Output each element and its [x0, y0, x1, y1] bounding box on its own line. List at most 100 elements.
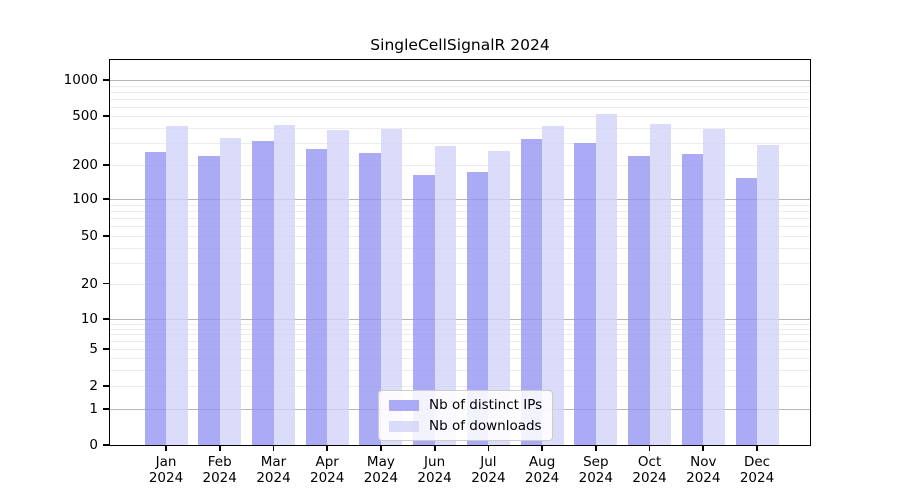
xtick-mark-mar: [272, 445, 275, 451]
gridline-30: [110, 262, 810, 264]
gridline-50: [110, 236, 810, 237]
ytick-mark-2: [103, 385, 110, 387]
gridline-900: [110, 85, 810, 87]
gridline-40: [110, 247, 810, 249]
ytick-label-2: 2: [89, 378, 98, 394]
grid-layer: [110, 60, 810, 445]
legend-swatch-downloads: [389, 420, 419, 432]
xtick-label-may: May 2024: [363, 454, 399, 486]
xtick-mark-nov: [702, 445, 705, 451]
bar-jun-downloads: [434, 146, 457, 445]
bar-jan-distinct-ips: [144, 152, 166, 445]
gridline-3: [110, 369, 810, 371]
gridline-90: [110, 204, 810, 206]
xtick-label-nov: Nov 2024: [686, 454, 721, 486]
xtick-mark-jul: [487, 445, 490, 451]
xtick-label-jan: Jan 2024: [148, 454, 184, 486]
xtick-mark-feb: [218, 445, 221, 451]
ytick-mark-0: [103, 444, 110, 446]
gridline-2: [110, 386, 810, 387]
gridline-500: [110, 116, 810, 117]
bar-jul-distinct-ips: [466, 171, 489, 445]
ytick-label-5: 5: [89, 341, 98, 357]
gridline-6: [110, 341, 810, 343]
xtick-label-aug: Aug 2024: [524, 454, 560, 486]
gridline-8: [110, 328, 810, 330]
ytick-mark-1000: [103, 79, 110, 81]
xtick-label-sep: Sep 2024: [578, 454, 613, 486]
bar-jan-downloads: [166, 126, 188, 445]
bar-apr-downloads: [327, 130, 349, 445]
gridline-60: [110, 226, 810, 228]
bar-aug-downloads: [542, 126, 564, 445]
bar-feb-distinct-ips: [198, 156, 220, 445]
xtick-label-feb: Feb 2024: [202, 454, 237, 486]
bar-mar-distinct-ips: [252, 140, 274, 445]
xtick-label-mar: Mar 2024: [256, 454, 291, 486]
bar-may-downloads: [380, 128, 403, 445]
xtick-mark-jan: [165, 445, 167, 451]
bar-feb-downloads: [219, 138, 242, 445]
gridline-400: [110, 127, 810, 129]
legend-swatch-distinct-ips: [389, 399, 419, 411]
ytick-label-500: 500: [72, 108, 98, 124]
plot-area: [109, 59, 811, 446]
legend: Nb of distinct IPs Nb of downloads: [378, 390, 554, 441]
ytick-mark-200: [103, 164, 110, 166]
gridline-600: [110, 106, 810, 108]
bar-jul-downloads: [488, 151, 510, 445]
ytick-label-200: 200: [72, 157, 98, 173]
ytick-mark-20: [103, 282, 110, 285]
bar-dec-distinct-ips: [735, 177, 757, 445]
legend-label-downloads: Nb of downloads: [429, 418, 542, 434]
xtick-mark-aug: [541, 445, 543, 451]
bar-oct-downloads: [649, 124, 672, 445]
bar-sep-downloads: [595, 114, 618, 445]
ytick-label-20: 20: [80, 275, 98, 292]
ytick-label-1: 1: [89, 401, 98, 417]
ytick-label-0: 0: [89, 437, 98, 453]
bar-sep-distinct-ips: [574, 143, 596, 445]
gridline-7: [110, 334, 810, 336]
xtick-mark-sep: [594, 445, 597, 451]
ytick-label-100: 100: [72, 191, 98, 207]
ytick-mark-5: [103, 348, 110, 350]
xtick-mark-apr: [326, 445, 329, 451]
bar-aug-distinct-ips: [520, 139, 543, 445]
ytick-mark-500: [103, 115, 110, 117]
gridline-700: [110, 98, 810, 100]
legend-row-distinct-ips: Nb of distinct IPs: [389, 397, 542, 413]
bar-may-distinct-ips: [359, 153, 381, 445]
gridline-1000: [110, 80, 810, 81]
ytick-mark-10: [103, 318, 110, 320]
gridline-80: [110, 210, 810, 212]
ytick-mark-100: [103, 198, 110, 200]
ytick-mark-50: [103, 235, 110, 237]
xtick-label-jun: Jun 2024: [417, 454, 452, 486]
legend-row-downloads: Nb of downloads: [389, 418, 542, 434]
bar-dec-downloads: [757, 145, 779, 445]
xtick-mark-jun: [433, 445, 436, 451]
ytick-label-1000: 1000: [63, 72, 98, 88]
gridline-100: [110, 199, 810, 200]
xtick-label-oct: Oct 2024: [632, 454, 667, 486]
gridline-9: [110, 323, 810, 325]
ytick-label-10: 10: [80, 311, 98, 327]
gridline-200: [110, 165, 810, 166]
bar-mar-downloads: [273, 125, 295, 445]
bar-nov-distinct-ips: [681, 154, 704, 445]
xtick-mark-may: [380, 445, 382, 451]
bar-layer: [110, 60, 810, 445]
ytick-mark-1: [103, 408, 110, 410]
gridline-800: [110, 91, 810, 93]
gridline-300: [110, 143, 810, 145]
gridline-10: [110, 319, 810, 320]
gridline-5: [110, 349, 810, 350]
xtick-mark-dec: [756, 445, 758, 451]
xtick-label-apr: Apr 2024: [310, 454, 345, 486]
bar-oct-distinct-ips: [628, 156, 650, 445]
legend-label-distinct-ips: Nb of distinct IPs: [429, 397, 543, 413]
bar-jun-distinct-ips: [413, 175, 435, 445]
bar-nov-downloads: [703, 128, 725, 445]
